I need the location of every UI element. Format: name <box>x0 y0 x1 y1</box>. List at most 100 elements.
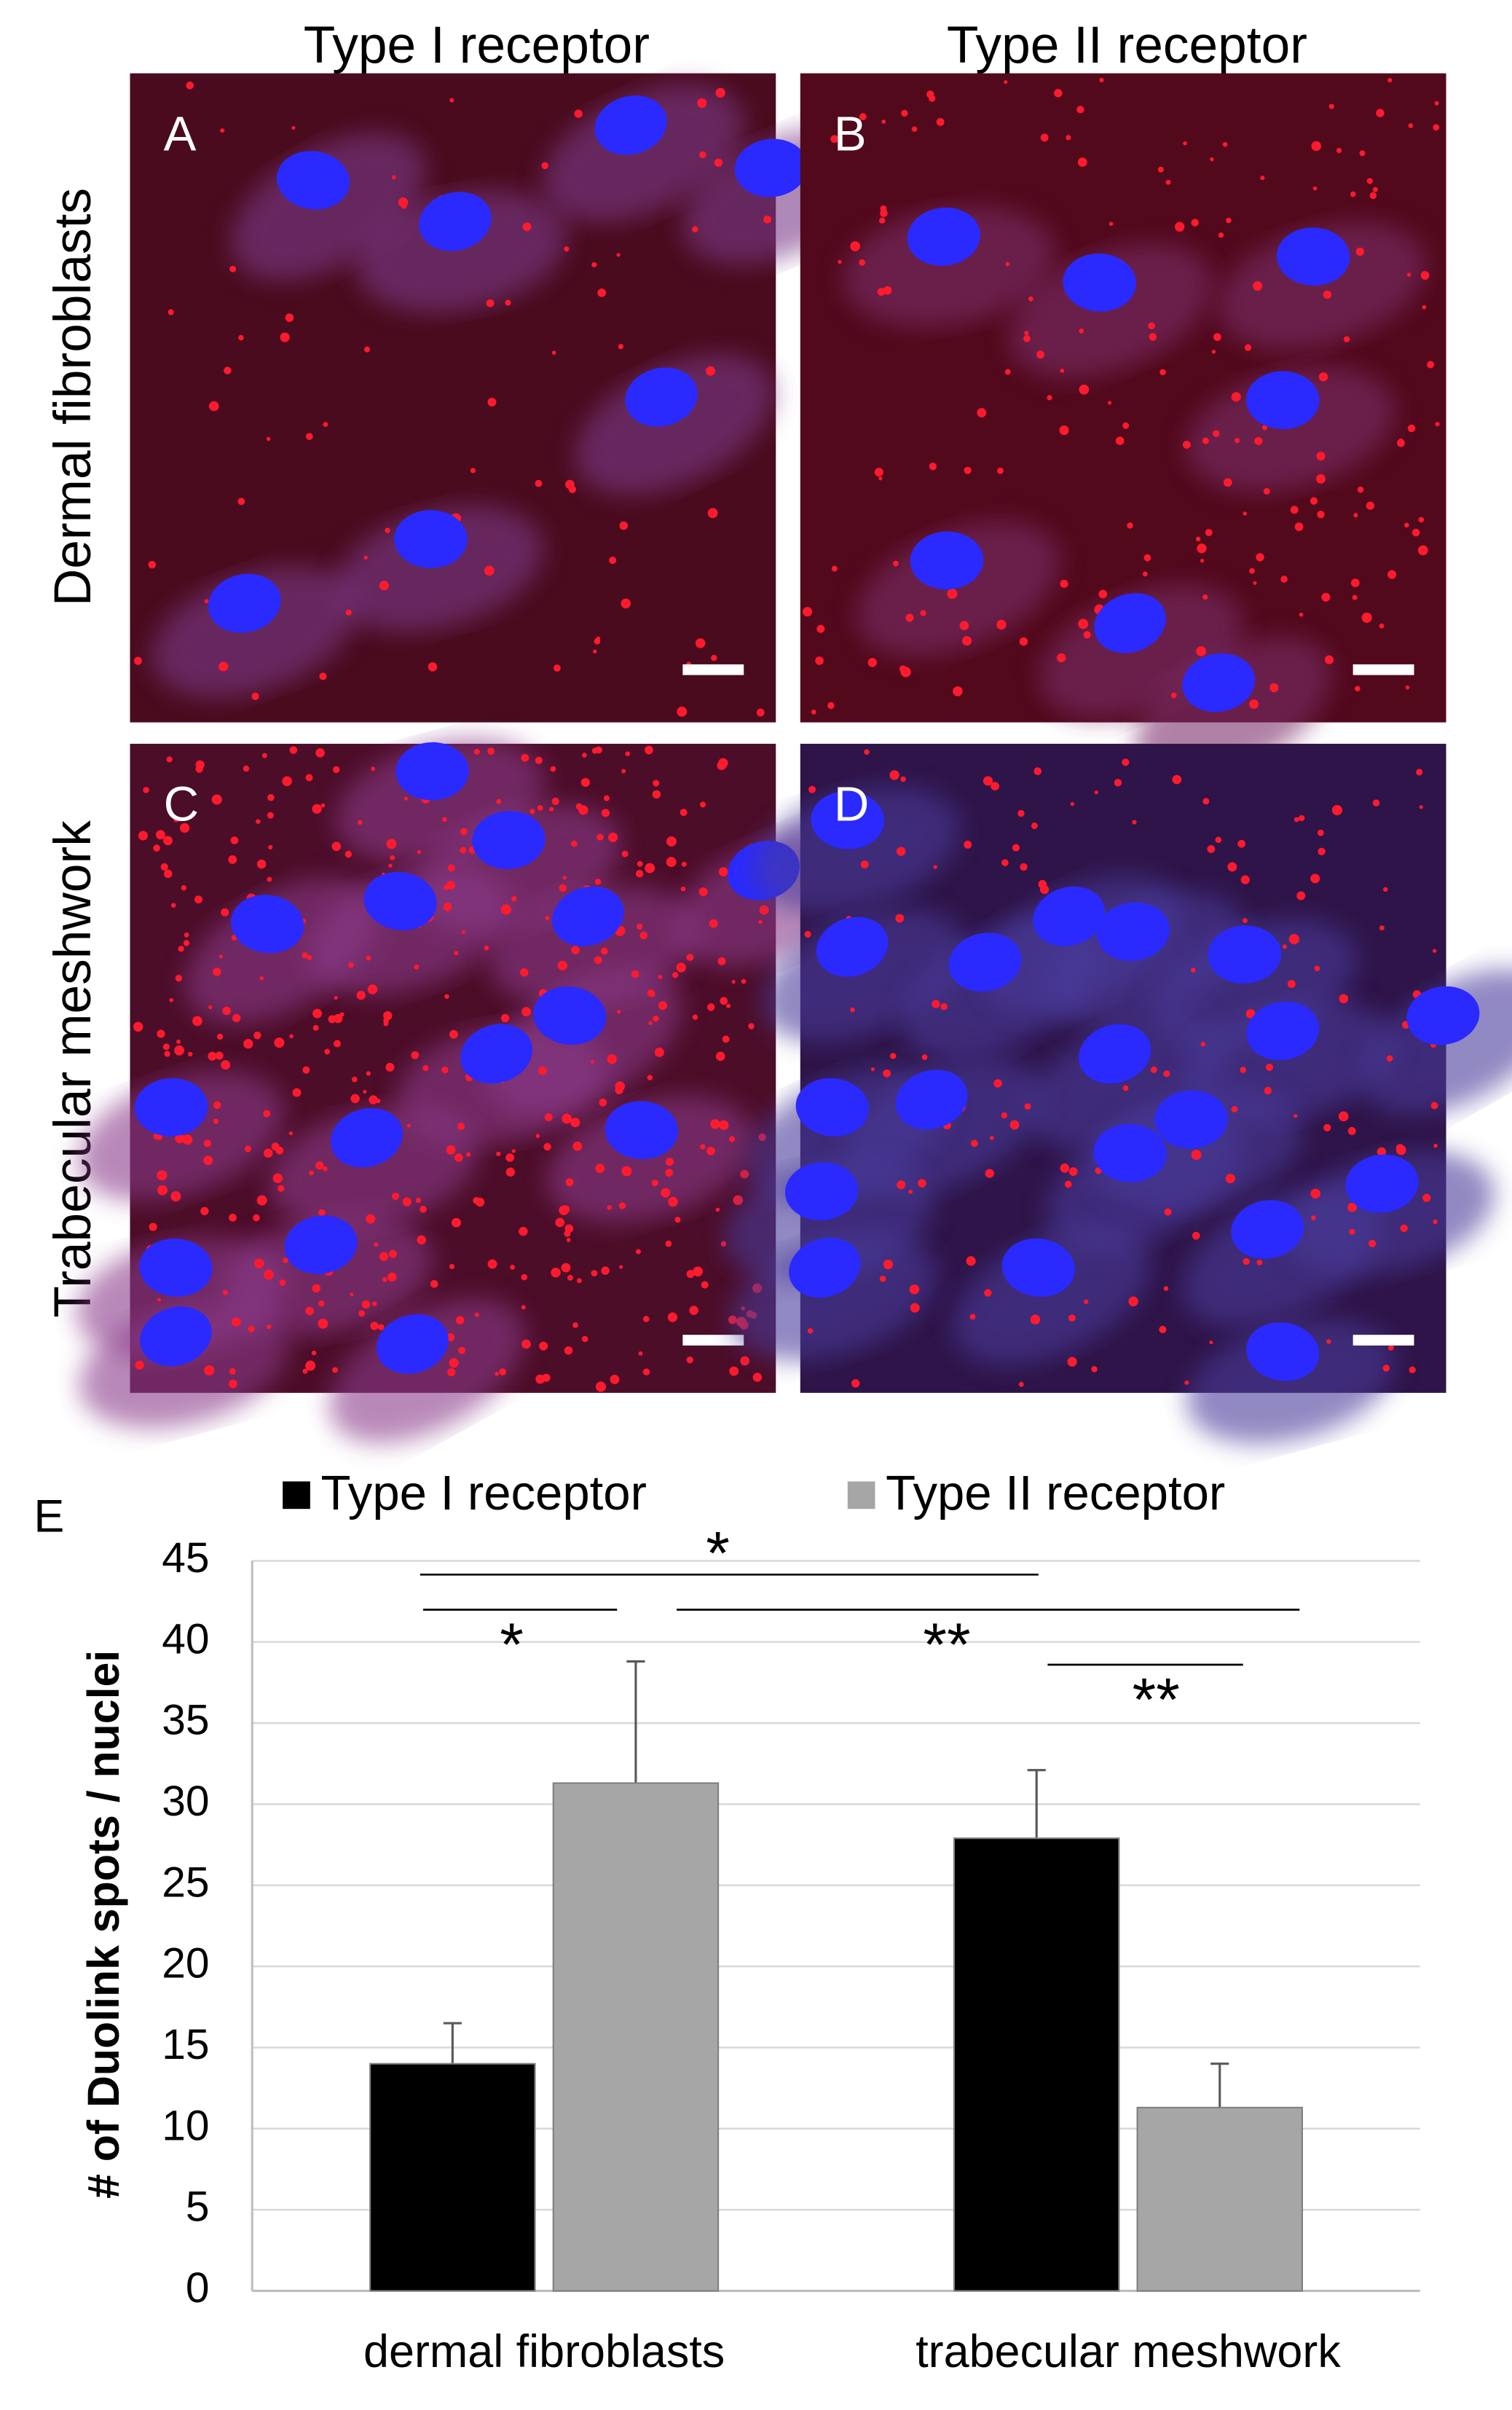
red-spot <box>1404 522 1409 528</box>
red-spot <box>456 1316 465 1324</box>
red-spot <box>985 1169 994 1178</box>
red-spot <box>302 1066 310 1074</box>
red-spot <box>318 1318 328 1329</box>
red-spot <box>564 1346 573 1355</box>
red-spot <box>816 624 825 633</box>
red-spot <box>1079 328 1084 334</box>
red-spot <box>567 1274 573 1281</box>
red-spot <box>1433 124 1440 131</box>
red-spot <box>519 1227 528 1236</box>
red-spot <box>138 831 148 841</box>
red-spot <box>940 1002 948 1010</box>
red-spot <box>505 1167 516 1177</box>
red-spot <box>454 1153 463 1162</box>
red-spot <box>752 1373 763 1382</box>
red-spot <box>1331 804 1343 816</box>
y-tick-label: 40 <box>162 1615 209 1663</box>
red-spot <box>323 1166 328 1171</box>
nucleus <box>811 790 885 849</box>
red-spot <box>697 98 707 108</box>
red-spot <box>991 782 999 790</box>
red-spot <box>1237 839 1246 848</box>
cell-body <box>1218 222 1426 350</box>
y-tick-label: 15 <box>162 2021 209 2068</box>
red-spot <box>717 957 726 965</box>
red-spot <box>1243 918 1248 924</box>
red-spot <box>1406 272 1411 277</box>
red-spot <box>607 1054 617 1064</box>
red-spot <box>149 1222 157 1231</box>
red-spot <box>232 1013 241 1023</box>
red-spot <box>658 1001 668 1010</box>
red-spot <box>996 467 1004 474</box>
red-spot <box>318 1209 326 1217</box>
red-spot <box>460 828 468 836</box>
red-spot <box>1225 1174 1235 1184</box>
red-spot <box>1328 103 1334 109</box>
red-spot <box>449 1358 459 1368</box>
red-spot <box>1215 836 1222 844</box>
red-spot <box>1261 425 1268 431</box>
red-spot <box>1218 232 1224 238</box>
red-spot <box>692 226 698 232</box>
red-spot <box>166 756 173 763</box>
red-spot <box>253 1032 261 1040</box>
red-spot <box>993 1079 1002 1088</box>
red-spot <box>647 989 655 997</box>
red-spot <box>1170 692 1177 699</box>
red-spot <box>897 1180 906 1190</box>
red-spot <box>880 205 887 212</box>
red-spot <box>554 664 561 672</box>
cell-body <box>79 1303 288 1429</box>
red-spot <box>665 1158 674 1166</box>
red-spot <box>1070 801 1075 806</box>
cell-body <box>151 567 358 698</box>
red-spot <box>178 946 184 952</box>
cell-body <box>546 1096 755 1223</box>
red-spot <box>562 1113 572 1124</box>
red-spot <box>275 1146 284 1155</box>
red-spot <box>900 776 906 782</box>
red-spot <box>417 849 422 855</box>
red-spot <box>1287 979 1296 989</box>
nucleus <box>895 1069 968 1130</box>
red-spot <box>447 864 455 872</box>
nucleus <box>789 1237 861 1298</box>
red-spot <box>1282 944 1287 949</box>
red-spot <box>936 118 945 126</box>
red-spot <box>561 1263 571 1273</box>
red-spot <box>619 521 629 530</box>
red-spot <box>594 956 602 965</box>
red-spot <box>564 246 570 252</box>
red-spot <box>277 1185 285 1192</box>
red-spot <box>1372 187 1378 192</box>
bar <box>1136 2106 1304 2292</box>
y-tick-label: 35 <box>162 1697 209 1744</box>
red-spot <box>143 787 149 793</box>
micrograph: C <box>76 738 877 1443</box>
red-spot <box>208 1051 217 1061</box>
red-spot <box>1382 1365 1390 1372</box>
red-spot <box>1249 699 1259 709</box>
red-spot <box>572 1322 578 1328</box>
red-spot <box>231 1317 241 1327</box>
red-spot <box>983 776 993 786</box>
red-spot <box>385 527 390 533</box>
red-spot <box>1148 322 1155 330</box>
red-spot <box>707 508 718 519</box>
x-tick-label: dermal fibroblasts <box>363 2326 725 2377</box>
red-spot <box>1009 1120 1020 1130</box>
red-spot <box>850 1007 855 1013</box>
red-spot <box>280 332 290 342</box>
red-spot <box>186 82 194 90</box>
red-spot <box>1349 1228 1355 1235</box>
red-spot <box>953 686 963 696</box>
red-spot <box>665 1240 672 1247</box>
red-spot <box>1249 568 1255 574</box>
red-spot <box>1183 141 1187 146</box>
red-spot <box>668 1196 678 1207</box>
red-spot <box>1318 847 1326 856</box>
red-spot <box>449 98 454 103</box>
cell-body <box>1285 1150 1495 1276</box>
red-spot <box>719 1120 729 1130</box>
